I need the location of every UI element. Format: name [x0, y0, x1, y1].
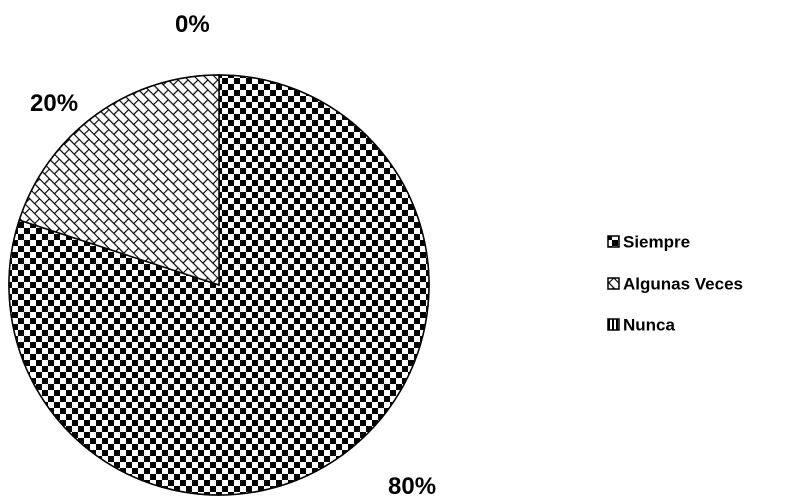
legend-label-algunas-veces: Algunas Veces	[623, 275, 743, 294]
legend-swatch-algunas-veces	[607, 277, 620, 290]
legend-item-algunas-veces: Algunas Veces	[607, 275, 743, 294]
legend-label-siempre: Siempre	[623, 233, 690, 252]
legend: Siempre Algunas Veces Nunca	[607, 233, 743, 335]
data-label-nunca: 0%	[175, 11, 210, 38]
legend-item-nunca: Nunca	[607, 316, 676, 335]
pie-slice-algunas-veces	[18, 74, 220, 287]
legend-item-siempre: Siempre	[607, 233, 690, 252]
legend-label-nunca: Nunca	[623, 316, 676, 335]
data-label-algunas-veces: 20%	[30, 90, 78, 117]
legend-swatch-nunca	[607, 318, 620, 331]
legend-swatch-siempre	[607, 235, 620, 248]
data-label-siempre: 80%	[388, 473, 436, 500]
